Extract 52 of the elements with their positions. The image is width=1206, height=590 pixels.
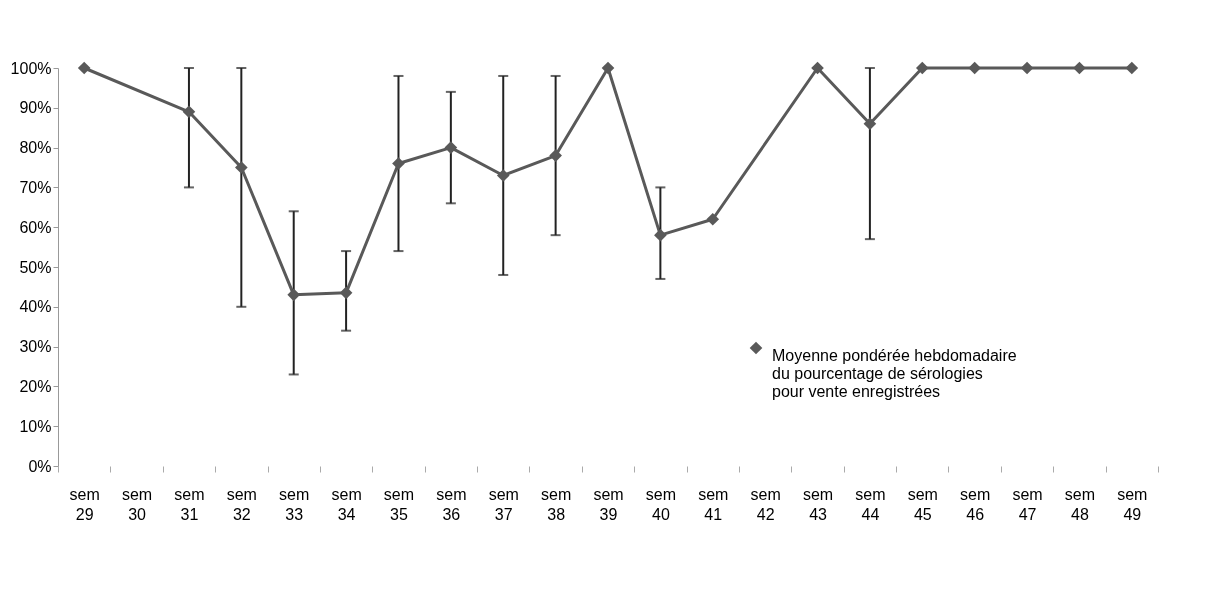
y-tick-label: 40% (19, 298, 52, 316)
y-tick-label: 80% (19, 139, 52, 157)
point (444, 141, 458, 154)
point (339, 286, 353, 300)
point (863, 117, 877, 131)
y-tick-label: 50% (19, 258, 52, 276)
x-tick-label: sem 42 (750, 485, 781, 523)
x-tick-label: sem 39 (593, 485, 624, 523)
x-tick-label: sem 49 (1117, 485, 1148, 523)
x-tick-label: sem 43 (802, 485, 834, 523)
point (77, 61, 91, 75)
point (496, 169, 510, 182)
y-tick-label: 0% (28, 457, 52, 475)
y-tick-label: 70% (19, 178, 52, 196)
point (182, 105, 196, 119)
y-tick-label: 100% (10, 59, 52, 77)
x-tick-label: sem 31 (174, 485, 205, 523)
x-tick-label: sem 29 (69, 485, 100, 523)
x-tick-label: sem 32 (226, 485, 257, 523)
y-tick-label: 30% (19, 338, 52, 356)
y-tick-label: 10% (19, 417, 52, 435)
y-tick-label: 60% (19, 218, 52, 236)
x-tick-label: sem 45 (907, 485, 938, 523)
point (1125, 61, 1139, 75)
point (811, 61, 824, 75)
point (235, 161, 248, 174)
y-tick-label: 90% (19, 99, 52, 117)
point (1020, 61, 1034, 75)
x-tick-label: sem 41 (698, 485, 729, 523)
x-tick-label: sem 48 (1064, 485, 1096, 523)
y-tick-label: 20% (19, 377, 52, 395)
point (706, 212, 720, 226)
x-tick-label: sem 38 (541, 485, 572, 523)
point (392, 157, 405, 170)
point (601, 61, 615, 75)
point (915, 61, 929, 75)
x-tick-label: sem 33 (279, 485, 310, 523)
x-tick-label: sem 35 (383, 485, 415, 523)
x-tick-label: sem 44 (855, 485, 886, 523)
point (654, 228, 667, 242)
point (1073, 61, 1086, 75)
x-tick-label: sem 37 (488, 485, 519, 523)
x-tick-label: sem 47 (1012, 485, 1043, 523)
point (968, 61, 981, 75)
legend-label: Moyenne pondérée hebdomadaire du pourcentage de sérologies pour vente enregistrées (772, 347, 1017, 400)
x-tick-label: sem 40 (645, 485, 676, 523)
x-tick-label: sem 34 (331, 485, 362, 523)
point (287, 288, 301, 302)
x-tick-label: sem 46 (960, 485, 991, 523)
point (549, 149, 562, 162)
x-tick-label: sem 30 (121, 485, 153, 523)
x-tick-label: sem 36 (436, 485, 467, 523)
